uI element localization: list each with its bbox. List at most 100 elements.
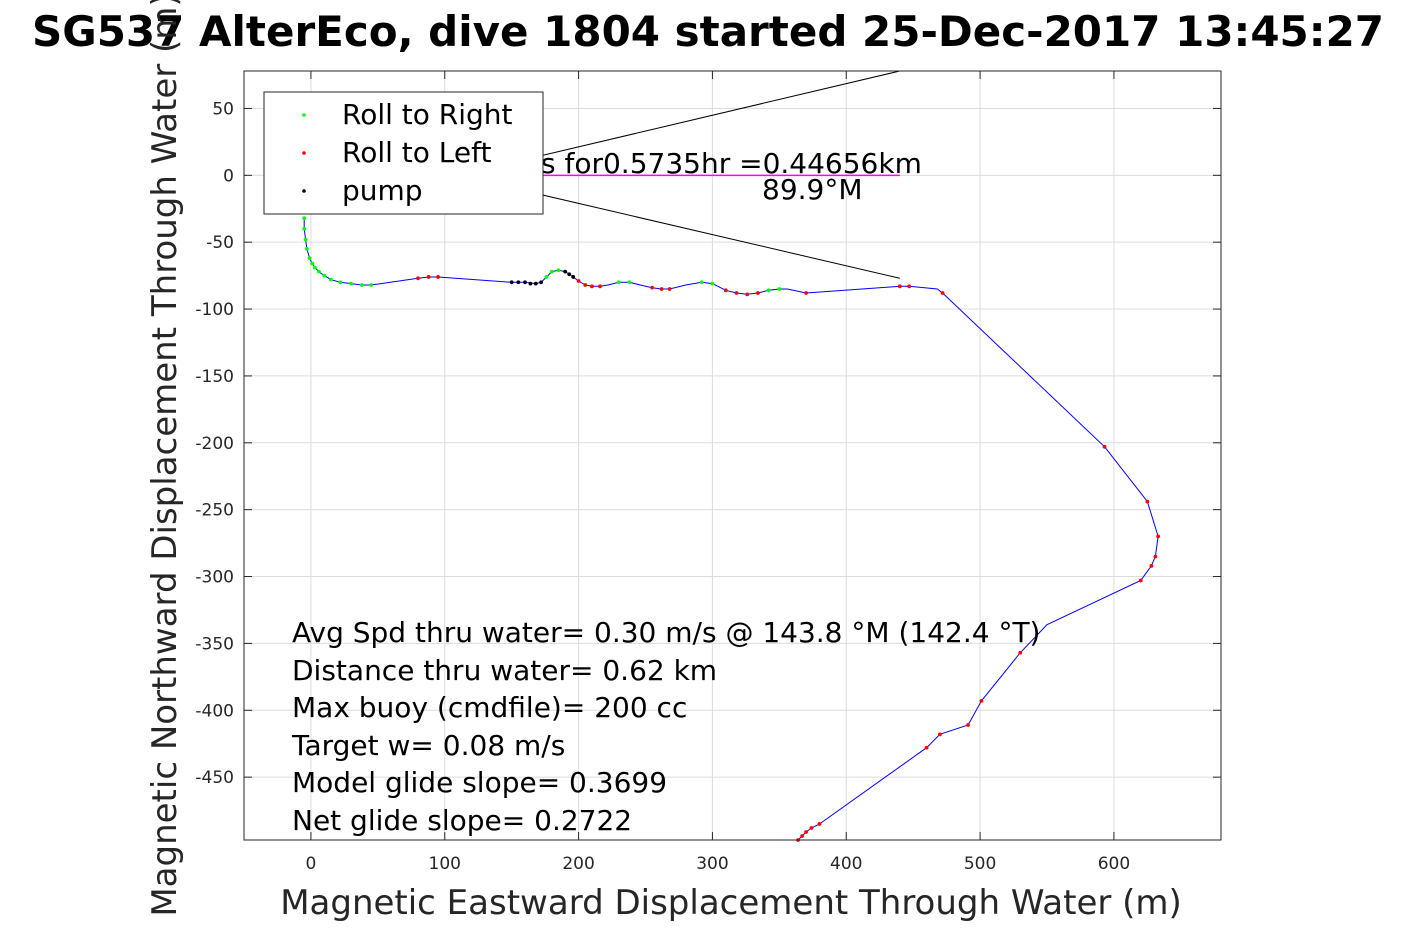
roll-left-point [1145,499,1150,504]
axis-ticks: 0 100 200 300 400 500 600500-50-100-150-200-25… [195,71,1221,874]
pump-point [539,280,544,285]
roll-left-point [650,285,655,290]
roll-left-point [924,745,929,750]
roll-left-point [426,275,431,279]
roll-right-point [766,288,771,293]
roll-right-point [303,237,308,242]
roll-left-point [966,723,970,727]
roll-left-point [667,287,672,291]
y-tick-label: -350 [195,634,234,654]
roll-left-point [416,276,420,281]
y-tick-label: 0 [223,166,234,186]
roll-right-point [369,283,374,287]
roll-left-point [723,288,728,293]
roll-left-point [804,291,809,295]
roll-right-point [549,269,554,274]
stat-net-glide-slope: Net glide slope= 0.2722 [292,804,632,837]
roll-left-point [1153,554,1158,559]
roll-left-point [1149,563,1154,568]
roll-right-point [310,261,315,266]
y-tick-label: -300 [195,568,234,588]
roll-right-point [313,265,317,270]
roll-left-point [817,822,822,826]
roll-right-point [349,281,353,286]
legend-marker-roll-left [302,151,306,155]
pump-point [571,275,576,279]
x-tick-label: 300 [696,854,728,874]
roll-right-point [359,283,364,287]
pump-point [528,281,533,286]
roll-left-point [938,732,942,737]
roll-left-point [734,291,739,295]
legend-marker-pump [302,189,306,193]
roll-right-point [317,269,321,274]
grid [244,71,1221,840]
roll-left-point [1102,444,1107,449]
y-tick-label: -450 [195,768,234,788]
roll-left-point [576,279,581,283]
y-tick-label: 50 [212,99,234,119]
roll-left-point [1018,650,1023,655]
roll-left-point [979,699,984,703]
y-tick-label: -400 [195,701,234,721]
legend-label-roll-right: Roll to Right [342,98,513,131]
y-tick-label: -50 [206,233,234,253]
roll-left-point [436,275,440,279]
roll-right-point [616,280,621,285]
roll-left-point [940,291,945,295]
y-axis-label: Magnetic Northward Displacement Through … [145,0,185,917]
stat-avg-speed: Avg Spd thru water= 0.30 m/s @ 143.8 °M … [292,616,1040,649]
roll-left-point [809,826,814,830]
legend-label-roll-left: Roll to Left [342,136,491,169]
x-tick-label: 0 [306,854,317,874]
roll-right-point [710,281,715,286]
roll-right-point [307,256,312,261]
roll-left-point [598,284,602,289]
roll-left-point [590,284,594,289]
stats-block: Avg Spd thru water= 0.30 m/s @ 143.8 °M … [291,616,1040,837]
stat-distance: Distance thru water= 0.62 km [292,654,717,687]
roll-left-point [1138,578,1143,583]
y-tick-label: -150 [195,367,234,387]
pump-point [567,272,572,277]
stat-model-glide-slope: Model glide slope= 0.3699 [292,766,667,799]
x-axis-label: Magnetic Eastward Displacement Through W… [280,883,1182,923]
roll-right-point [699,280,704,285]
pump-point [563,269,568,274]
pump-point [533,281,538,286]
roll-left-point [756,291,760,295]
chart-title: SG537 AlterEco, dive 1804 started 25-Dec… [32,7,1384,56]
y-tick-label: -250 [195,501,234,521]
roll-right-point [338,280,343,285]
x-tick-label: 500 [964,854,996,874]
pump-point [523,280,527,285]
roll-left-point [897,284,902,289]
x-tick-label: 200 [562,854,594,874]
roll-right-point [302,226,307,231]
roll-left-point [745,292,750,297]
roll-left-point [583,283,588,287]
roll-left-point [907,284,912,289]
roll-right-point [556,268,561,273]
legend: Roll to Right Roll to Left pump [263,91,544,215]
current-annotation-line1: s for0.5735hr =0.44656km [541,147,922,180]
roll-right-point [544,275,549,279]
roll-left-point [659,287,664,291]
pump-point [516,280,521,285]
x-tick-label: 100 [429,854,461,874]
stat-target-w: Target w= 0.08 m/s [291,729,565,762]
roll-right-point [302,216,307,221]
roll-left-point [1156,534,1160,539]
x-tick-label: 600 [1098,854,1130,874]
roll-right-point [777,287,782,291]
legend-label-pump: pump [342,174,423,207]
x-tick-label: 400 [830,854,862,874]
roll-left-point [804,830,809,834]
roll-right-point [627,280,632,285]
stat-max-buoy: Max buoy (cmdfile)= 200 cc [292,691,687,724]
roll-right-point [329,277,333,282]
roll-right-point [322,273,327,278]
pump-point [509,280,514,285]
current-annotation-line2: 89.9°M [762,173,863,206]
